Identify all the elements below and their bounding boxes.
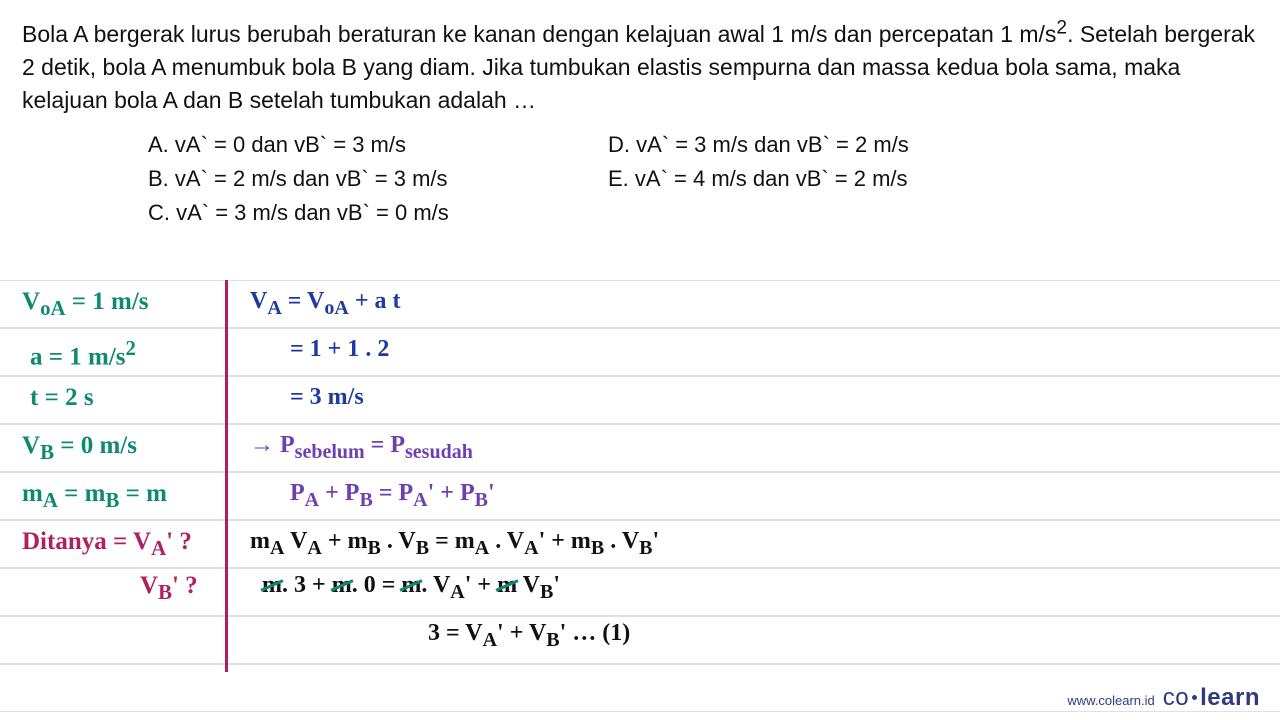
given-line: Ditanya = VA' ? — [22, 528, 192, 561]
ruled-line — [0, 376, 1280, 424]
brand-logo: colearn — [1163, 684, 1260, 712]
choice-col-right: D. vA` = 3 m/s dan vB` = 2 m/s E. vA` = … — [608, 128, 909, 230]
ruled-line — [0, 616, 1280, 664]
work-line: → Psebelum = Psesudah — [250, 432, 473, 464]
given-line: VB' ? — [140, 572, 198, 605]
given-line: a = 1 m/s2 — [30, 336, 136, 371]
choice-d: D. vA` = 3 m/s dan vB` = 2 m/s — [608, 128, 909, 162]
work-line: VA = VoA + a t — [250, 288, 401, 320]
section-divider — [225, 280, 228, 672]
given-line: VB = 0 m/s — [22, 432, 137, 465]
choice-c: C. vA` = 3 m/s dan vB` = 0 m/s — [148, 196, 608, 230]
given-line: mA = mB = m — [22, 480, 167, 513]
choice-col-left: A. vA` = 0 dan vB` = 3 m/s B. vA` = 2 m/… — [148, 128, 608, 230]
question-body: Bola A bergerak lurus berubah beraturan … — [22, 21, 1255, 114]
work-line: mA VA + mB . VB = mA . VA' + mB . VB' — [250, 528, 659, 560]
footer: www.colearn.id colearn — [1067, 684, 1260, 712]
footer-url: www.colearn.id — [1067, 693, 1154, 708]
given-line: VoA = 1 m/s — [22, 288, 149, 321]
work-line: m. 3 + m. 0 = m. VA' + m VB' — [262, 572, 560, 604]
ruled-line — [0, 424, 1280, 472]
ruled-line — [0, 472, 1280, 520]
ruled-line — [0, 328, 1280, 376]
question-text: Bola A bergerak lurus berubah beraturan … — [0, 0, 1280, 122]
given-line: t = 2 s — [30, 384, 94, 412]
brand-right: learn — [1200, 684, 1260, 711]
choice-block: A. vA` = 0 dan vB` = 3 m/s B. vA` = 2 m/… — [0, 128, 1280, 230]
choice-e: E. vA` = 4 m/s dan vB` = 2 m/s — [608, 162, 909, 196]
ruled-line — [0, 280, 1280, 328]
work-line: 3 = VA' + VB' … (1) — [428, 620, 630, 652]
work-line: = 1 + 1 . 2 — [290, 336, 389, 363]
work-line: PA + PB = PA' + PB' — [290, 480, 495, 512]
brand-left: co — [1163, 684, 1189, 711]
choice-b: B. vA` = 2 m/s dan vB` = 3 m/s — [148, 162, 608, 196]
choice-a: A. vA` = 0 dan vB` = 3 m/s — [148, 128, 608, 162]
brand-dot-icon — [1192, 695, 1197, 700]
work-line: = 3 m/s — [290, 384, 364, 411]
